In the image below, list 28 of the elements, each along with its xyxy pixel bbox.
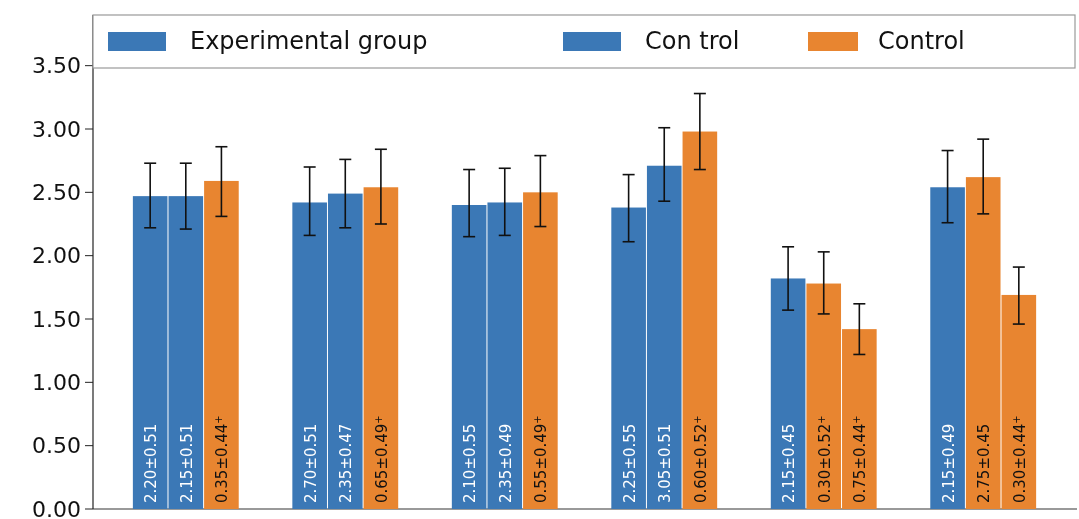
annotation: 2.25±0.55 <box>620 423 639 503</box>
legend-label: Control <box>878 27 965 56</box>
bar <box>204 180 239 509</box>
bar <box>930 187 965 509</box>
bar <box>363 187 399 509</box>
annotation: 2.75±0.45 <box>975 423 994 503</box>
y-tick-label: 0.00 <box>32 496 81 519</box>
y-tick-label: 0.50 <box>32 433 81 459</box>
annotation: 2.70±0.51 <box>301 423 320 503</box>
y-tick-label: 3.00 <box>32 116 81 142</box>
y-tick-label: 3.50 <box>32 53 81 79</box>
legend-label: Experimental group <box>190 27 428 56</box>
legend-label: Con trol <box>645 27 740 56</box>
annotation: 2.35±0.47 <box>337 423 356 503</box>
y-tick-label: 2.00 <box>32 243 81 269</box>
bar <box>770 278 806 509</box>
annotation: 2.15±0.51 <box>177 423 196 503</box>
annotation: 2.20±0.51 <box>142 423 161 503</box>
annotation: 2.10±0.55 <box>461 423 480 503</box>
bar <box>682 131 718 509</box>
y-tick-label: 1.00 <box>32 370 81 396</box>
y-tick-label: 2.50 <box>32 180 81 206</box>
annotation: 3.05±0.51 <box>656 423 675 503</box>
annotation: 2.15±0.49 <box>939 423 958 503</box>
annotation: 2.15±0.45 <box>780 423 799 503</box>
y-tick-label: 1.50 <box>32 306 81 332</box>
bar <box>523 192 558 509</box>
annotation: 2.35±0.49 <box>496 423 515 503</box>
